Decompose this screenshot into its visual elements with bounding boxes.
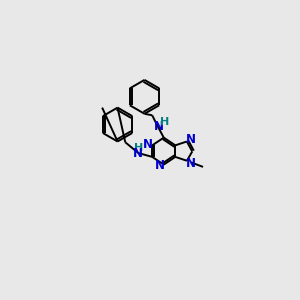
Text: N: N — [186, 157, 196, 169]
Text: N: N — [143, 138, 153, 151]
Text: H: H — [160, 117, 169, 127]
Text: N: N — [186, 133, 196, 146]
Text: N: N — [155, 159, 165, 172]
Text: N: N — [154, 120, 164, 133]
Text: N: N — [134, 146, 143, 160]
Text: H: H — [134, 143, 144, 153]
